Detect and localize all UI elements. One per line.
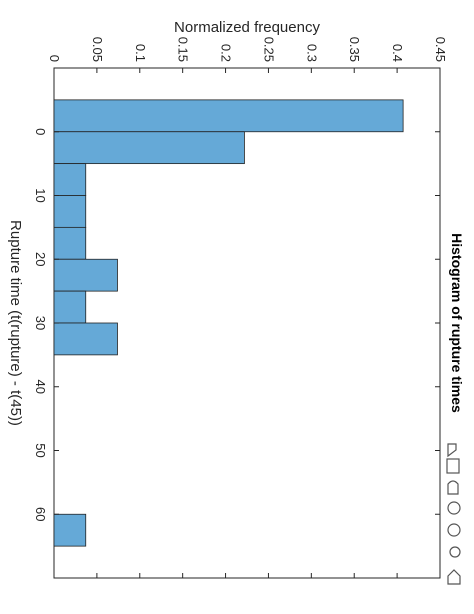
bar bbox=[53, 99, 404, 133]
bar bbox=[53, 195, 87, 228]
x-tick-label: 50 bbox=[33, 443, 48, 457]
toolbar-pan[interactable] bbox=[447, 480, 459, 495]
y-tick-label: 0.1 bbox=[133, 44, 148, 62]
x-tick-label: 20 bbox=[33, 252, 48, 266]
toolbar-zoom-in[interactable] bbox=[447, 501, 461, 515]
y-tick-label: 0.45 bbox=[433, 37, 448, 62]
y-tick-label: 0.05 bbox=[90, 37, 105, 62]
bar bbox=[53, 513, 87, 547]
toolbar-zoom-out[interactable] bbox=[447, 523, 461, 537]
y-tick-label: 0.3 bbox=[304, 44, 319, 62]
x-tick-label: 60 bbox=[33, 507, 48, 521]
toolbar-zoom[interactable] bbox=[449, 546, 461, 558]
x-axis-label: Rupture time (t(rupture) - t(45)) bbox=[7, 220, 24, 426]
bar bbox=[53, 290, 87, 324]
y-axis-label: Normalized frequency bbox=[174, 19, 320, 36]
y-tick-label: 0 bbox=[47, 55, 62, 62]
x-tick-label: 40 bbox=[33, 380, 48, 394]
bar bbox=[53, 131, 245, 165]
y-tick-label: 0.15 bbox=[176, 37, 191, 62]
bar bbox=[53, 258, 118, 292]
y-tick-label: 0.2 bbox=[219, 44, 234, 62]
toolbar-datatip[interactable] bbox=[446, 458, 460, 474]
toolbar-home[interactable] bbox=[447, 569, 461, 585]
x-tick-label: 0 bbox=[33, 128, 48, 135]
x-tick-label: 30 bbox=[33, 316, 48, 330]
toolbar-brush[interactable] bbox=[447, 443, 457, 458]
bar bbox=[53, 163, 87, 196]
x-tick-label: 10 bbox=[33, 188, 48, 202]
y-tick-label: 0.4 bbox=[390, 44, 405, 62]
y-tick-label: 0.25 bbox=[261, 37, 276, 62]
bar bbox=[53, 322, 118, 356]
toolbar[interactable] bbox=[446, 443, 461, 585]
rotated-axes: Histogram of rupture times Rupture time … bbox=[7, 19, 465, 579]
y-tick-label: 0.35 bbox=[347, 37, 362, 62]
bar bbox=[53, 226, 87, 260]
chart-title: Histogram of rupture times bbox=[449, 233, 465, 413]
